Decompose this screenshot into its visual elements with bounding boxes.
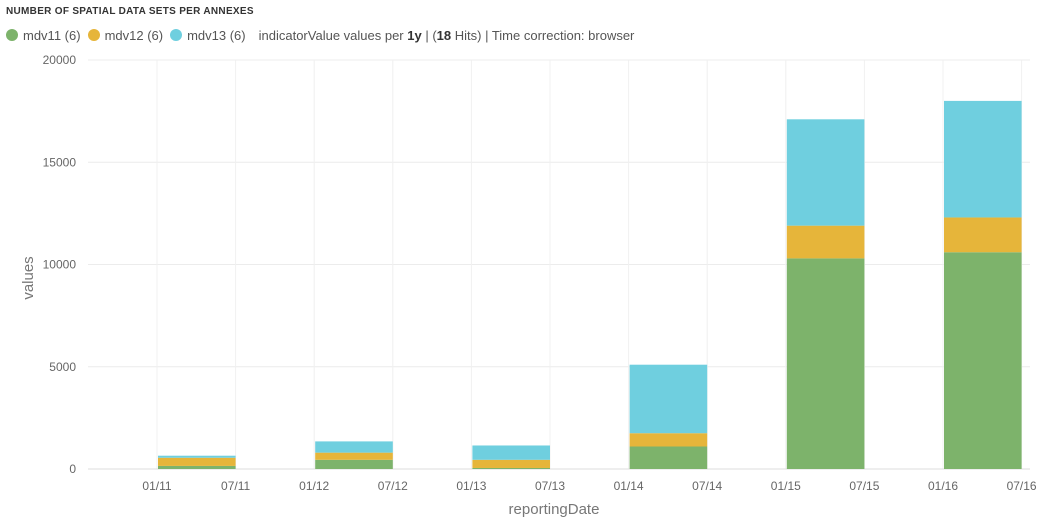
y-tick-label: 0 (69, 462, 76, 476)
bar-mdv12-2011[interactable] (158, 457, 236, 466)
bar-mdv11-2011[interactable] (158, 465, 236, 469)
legend-swatch-mdv13 (170, 29, 183, 41)
legend-info: indicatorValue values per 1y | (18 Hits)… (259, 28, 635, 43)
legend-swatch-mdv11 (6, 29, 18, 41)
chart-title: NUMBER OF SPATIAL DATA SETS PER ANNEXES (6, 6, 254, 17)
x-tick-label: 01/16 (928, 479, 958, 493)
y-axis-label: values (20, 256, 37, 299)
info-hits: 18 (436, 27, 452, 43)
legend: mdv11 (6) mdv12 (6) mdv13 (6) indicatorV… (6, 26, 634, 44)
y-tick-label: 5000 (49, 360, 76, 374)
info-prefix: indicatorValue values per (258, 27, 404, 43)
info-interval: 1y (407, 27, 422, 43)
legend-item-mdv12[interactable]: mdv12 (6) (87, 27, 164, 43)
x-tick-label: 01/14 (614, 479, 644, 493)
y-tick-label: 20000 (43, 53, 77, 67)
legend-swatch-mdv12 (87, 29, 100, 41)
x-tick-label: 01/15 (771, 479, 801, 493)
bar-mdv11-2014[interactable] (629, 446, 708, 469)
bar-mdv13-2012[interactable] (315, 441, 393, 453)
legend-label-mdv11: mdv11 (6) (23, 27, 81, 43)
legend-label-mdv13: mdv13 (6) (187, 27, 246, 43)
x-tick-label: 07/16 (1007, 479, 1037, 493)
legend-item-mdv11[interactable]: mdv11 (6) (6, 28, 81, 43)
x-tick-label: 01/11 (142, 479, 171, 493)
x-tick-label: 07/15 (849, 479, 879, 493)
legend-label-mdv12: mdv12 (6) (104, 27, 164, 43)
bar-mdv12-2013[interactable] (472, 459, 550, 468)
x-tick-label: 01/13 (456, 479, 486, 493)
bar-mdv12-2016[interactable] (944, 217, 1022, 253)
bar-mdv11-2013[interactable] (472, 467, 550, 469)
x-tick-label: 07/14 (692, 479, 722, 493)
bar-mdv13-2016[interactable] (944, 100, 1022, 218)
bar-mdv11-2012[interactable] (315, 459, 393, 469)
bar-mdv13-2015[interactable] (786, 119, 865, 226)
x-tick-label: 07/12 (378, 479, 408, 493)
y-tick-label: 15000 (43, 155, 77, 169)
bar-mdv13-2014[interactable] (629, 364, 708, 434)
x-tick-label: 07/11 (221, 479, 250, 493)
y-tick-label: 10000 (43, 258, 77, 272)
x-tick-label: 01/12 (299, 479, 329, 493)
bar-mdv12-2012[interactable] (315, 452, 393, 460)
bar-mdv13-2011[interactable] (158, 455, 236, 458)
x-tick-label: 07/13 (535, 479, 565, 493)
legend-item-mdv13[interactable]: mdv13 (6) (170, 28, 246, 43)
bar-mdv12-2014[interactable] (629, 433, 708, 447)
x-axis-label: reportingDate (509, 501, 600, 518)
info-suffix: Hits) | Time correction: browser (451, 27, 635, 43)
info-sep: | ( (421, 27, 437, 43)
bar-mdv11-2016[interactable] (944, 252, 1022, 469)
bar-mdv13-2013[interactable] (472, 445, 550, 460)
bar-mdv11-2015[interactable] (786, 258, 865, 469)
bar-mdv12-2015[interactable] (786, 225, 865, 259)
